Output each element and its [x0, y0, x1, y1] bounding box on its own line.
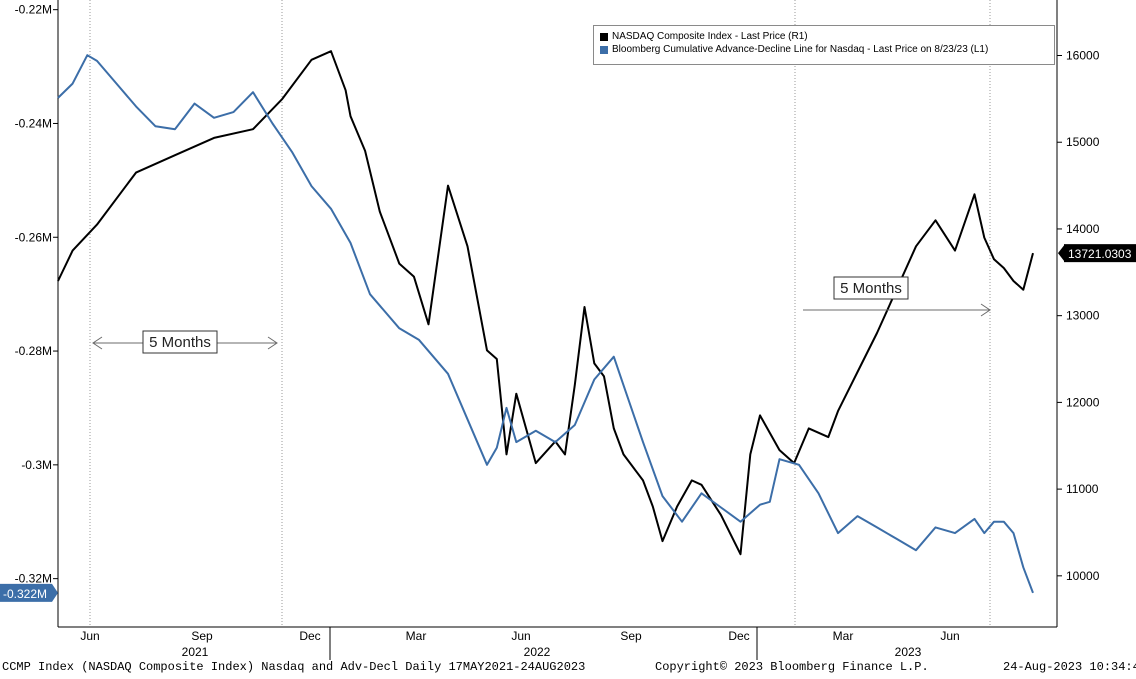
month-label-4: Jun — [511, 629, 530, 643]
left-tick-label-4: -0.3M — [21, 458, 52, 472]
annotation-arrowhead-right-1 — [980, 303, 991, 317]
year-label-0: 2021 — [182, 645, 209, 659]
left-tick-label-2: -0.26M — [15, 230, 52, 244]
annotation-box-1 — [833, 276, 909, 300]
annotations: 5 Months 5 Months — [92, 276, 991, 354]
right-tick-label-1: 11000 — [1066, 482, 1099, 496]
month-label-3: Mar — [406, 629, 427, 643]
month-label-1: Sep — [191, 629, 213, 643]
month-label-5: Sep — [620, 629, 642, 643]
month-label-7: Mar — [833, 629, 854, 643]
left-last-value-badge — [0, 583, 52, 602]
left-last-value-badge-tip — [52, 583, 58, 602]
legend-label-nasdaq: NASDAQ Composite Index - Last Price (R1) — [612, 31, 808, 42]
advance-decline-line — [57, 54, 1034, 594]
legend-entry-nasdaq: NASDAQ Composite Index - Last Price (R1) — [600, 30, 1054, 43]
month-label-2: Dec — [299, 629, 320, 643]
last-value-badges: -0.322M 13721.0303 — [0, 244, 1136, 602]
legend-entry-adv-decl: Bloomberg Cumulative Advance-Decline Lin… — [600, 43, 1054, 56]
nasdaq-price-line — [57, 50, 1034, 556]
annotation-arrowhead-right-0 — [267, 336, 278, 350]
chart-legend: NASDAQ Composite Index - Last Price (R1)… — [593, 25, 1055, 65]
year-label-1: 2022 — [524, 645, 551, 659]
right-last-value-badge-tip — [1058, 244, 1065, 263]
left-last-value-text: -0.322M — [3, 587, 47, 601]
left-axis: -0.22M -0.24M -0.26M -0.28M -0.3M -0.32M — [15, 0, 59, 627]
x-axis: Jun Sep Dec Mar Jun Sep Dec Mar Jun 2021 2022 2023 — [58, 626, 1057, 660]
right-last-value-badge — [1064, 244, 1136, 263]
legend-swatch-adv-decl — [600, 45, 608, 54]
vertical-gridlines — [89, 0, 991, 627]
annotation-label-0: 5 Months — [149, 334, 211, 351]
right-tick-label-0: 10000 — [1066, 569, 1100, 583]
year-label-2: 2023 — [895, 645, 922, 659]
right-tick-label-2: 12000 — [1066, 395, 1100, 409]
legend-swatch-nasdaq — [600, 32, 608, 41]
annotation-arrowhead-left-0 — [92, 336, 103, 350]
series-lines — [57, 50, 1034, 594]
five-months-annotation-2021: 5 Months — [92, 330, 278, 354]
footer-ticker: CCMP Index (NASDAQ Composite Index) Nasd… — [2, 660, 586, 674]
right-last-value-text: 13721.0303 — [1068, 247, 1132, 261]
right-tick-label-6: 16000 — [1066, 49, 1100, 63]
five-months-annotation-2023: 5 Months — [803, 276, 991, 317]
nasdaq-advance-decline-chart: -0.22M -0.24M -0.26M -0.28M -0.3M -0.32M 1000… — [0, 0, 1136, 660]
right-tick-label-5: 15000 — [1066, 135, 1100, 149]
footer-copyright: Copyright© 2023 Bloomberg Finance L.P. — [655, 660, 929, 674]
annotation-label-1: 5 Months — [840, 280, 902, 297]
left-tick-label-0: -0.22M — [15, 3, 52, 17]
right-axis: 10000 11000 12000 13000 14000 15000 16000 — [1056, 0, 1100, 627]
right-tick-label-3: 13000 — [1066, 309, 1100, 323]
legend-label-adv-decl: Bloomberg Cumulative Advance-Decline Lin… — [612, 44, 989, 55]
footer-timestamp: 24-Aug-2023 10:34:49 — [1003, 660, 1136, 674]
month-label-6: Dec — [728, 629, 749, 643]
left-tick-label-3: -0.28M — [15, 344, 52, 358]
month-label-0: Jun — [80, 629, 99, 643]
left-tick-label-1: -0.24M — [15, 116, 52, 130]
month-label-8: Jun — [940, 629, 959, 643]
annotation-box-0 — [142, 330, 218, 354]
right-tick-label-4: 14000 — [1066, 222, 1100, 236]
left-tick-label-5: -0.32M — [15, 572, 52, 586]
